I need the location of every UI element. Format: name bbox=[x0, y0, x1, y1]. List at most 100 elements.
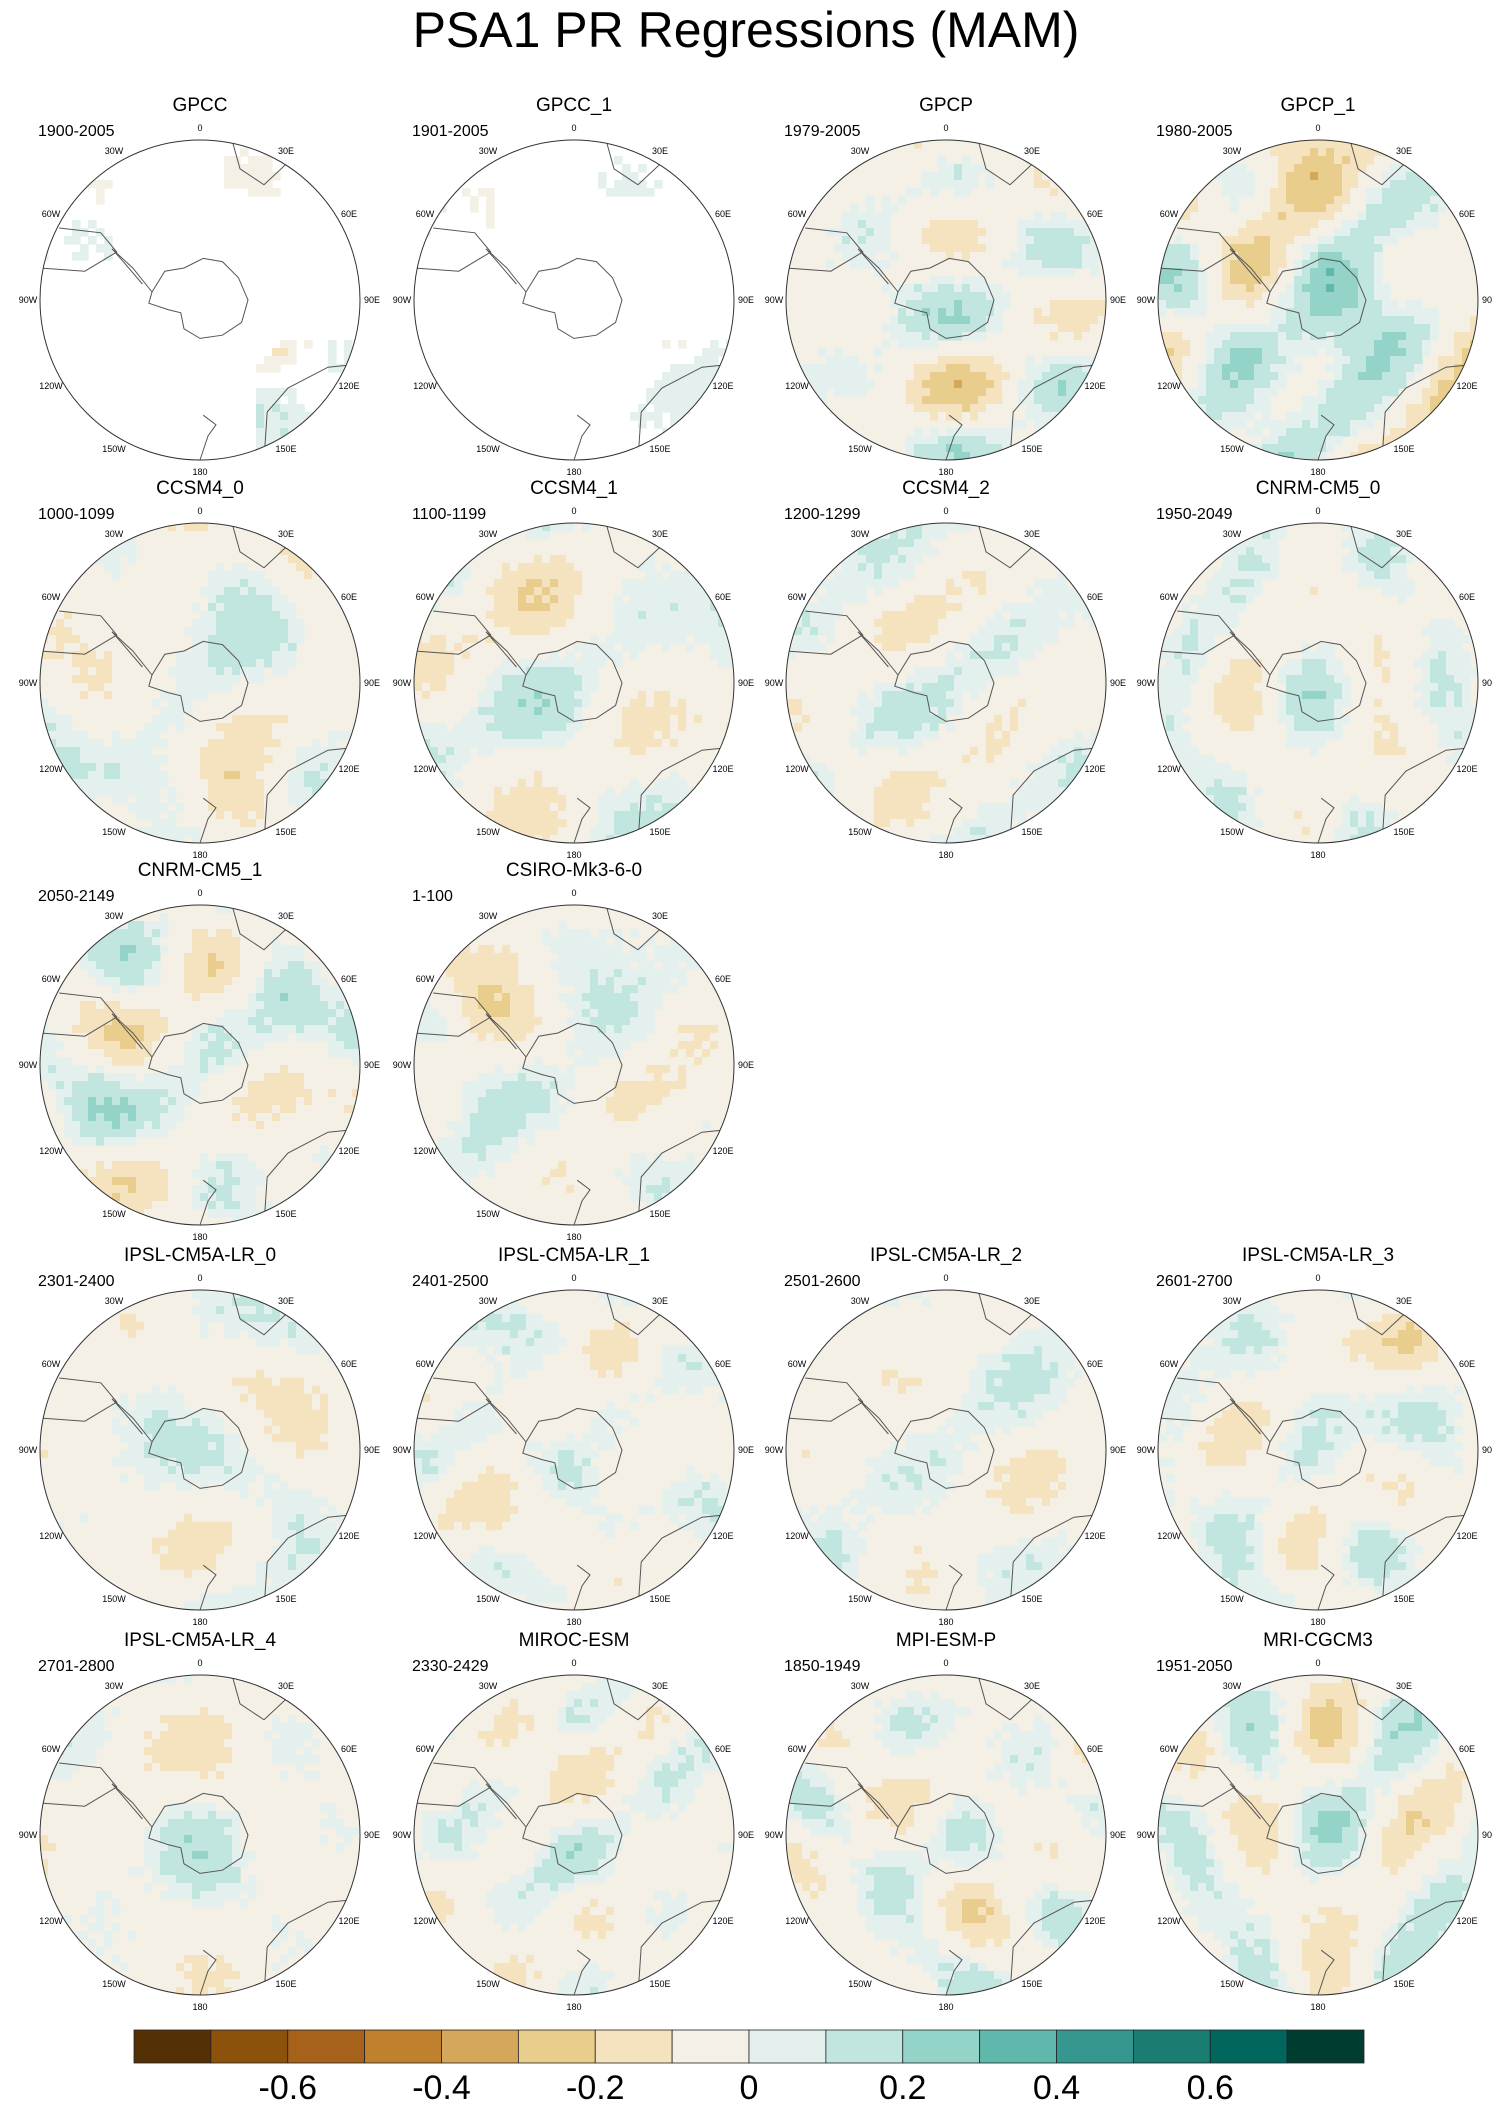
field-cell bbox=[970, 723, 979, 732]
field-cell bbox=[930, 795, 939, 804]
field-cell bbox=[518, 603, 527, 612]
field-cell bbox=[1206, 388, 1215, 397]
field-cell bbox=[914, 436, 923, 445]
longitude-label: 0 bbox=[197, 506, 202, 516]
field-cell bbox=[898, 284, 907, 293]
field-cell bbox=[248, 651, 257, 660]
field-cell bbox=[1318, 284, 1327, 293]
field-layer bbox=[1158, 140, 1478, 460]
field-cell bbox=[1018, 164, 1027, 173]
field-cell bbox=[1270, 324, 1279, 333]
field-cell bbox=[184, 547, 193, 556]
field-cell bbox=[898, 555, 907, 564]
field-cell bbox=[890, 428, 899, 437]
field-cell bbox=[112, 555, 121, 564]
field-cell bbox=[994, 380, 1003, 389]
longitude-label: 120W bbox=[785, 381, 809, 391]
field-cell bbox=[446, 651, 455, 660]
field-cell bbox=[336, 603, 345, 612]
field-cell bbox=[954, 300, 963, 309]
field-cell bbox=[40, 739, 49, 748]
field-cell bbox=[954, 172, 963, 181]
field-cell bbox=[1414, 244, 1423, 253]
field-cell bbox=[200, 763, 209, 772]
field-cell bbox=[48, 715, 57, 724]
field-cell bbox=[978, 212, 987, 221]
field-cell bbox=[874, 731, 883, 740]
field-cell bbox=[1350, 268, 1359, 277]
field-cell bbox=[662, 787, 671, 796]
field-cell bbox=[818, 723, 827, 732]
field-cell bbox=[718, 699, 727, 708]
field-cell bbox=[970, 180, 979, 189]
field-cell bbox=[534, 659, 543, 668]
field-cell bbox=[120, 675, 129, 684]
field-cell bbox=[264, 779, 273, 788]
field-cell bbox=[1462, 372, 1471, 381]
field-cell bbox=[1254, 380, 1263, 389]
field-cell bbox=[1342, 308, 1351, 317]
field-cell bbox=[1414, 268, 1423, 277]
field-cell bbox=[922, 452, 931, 460]
field-cell bbox=[970, 755, 979, 764]
field-cell bbox=[176, 539, 185, 548]
field-cell bbox=[280, 404, 289, 413]
field-cell bbox=[248, 827, 257, 836]
field-cell bbox=[1230, 172, 1239, 181]
field-cell bbox=[1246, 380, 1255, 389]
field-cell bbox=[272, 188, 281, 197]
field-cell bbox=[850, 803, 859, 812]
field-cell bbox=[1174, 308, 1183, 317]
field-cell bbox=[486, 635, 495, 644]
field-cell bbox=[1382, 380, 1391, 389]
field-cell bbox=[1310, 156, 1319, 165]
field-cell bbox=[574, 595, 583, 604]
field-cell bbox=[1254, 300, 1263, 309]
field-cell bbox=[462, 659, 471, 668]
field-cell bbox=[978, 731, 987, 740]
field-cell bbox=[558, 619, 567, 628]
field-cell bbox=[1066, 603, 1075, 612]
field-cell bbox=[72, 683, 81, 692]
field-cell bbox=[534, 803, 543, 812]
field-cell bbox=[922, 380, 931, 389]
field-cell bbox=[1262, 156, 1271, 165]
field-cell bbox=[1302, 324, 1311, 333]
field-cell bbox=[72, 236, 81, 245]
field-cell bbox=[1406, 220, 1415, 229]
field-cell bbox=[216, 571, 225, 580]
field-cell bbox=[1318, 268, 1327, 277]
field-cell bbox=[1002, 811, 1011, 820]
field-cell bbox=[1174, 324, 1183, 333]
field-cell bbox=[566, 787, 575, 796]
field-cell bbox=[1302, 140, 1311, 149]
field-cell bbox=[946, 180, 955, 189]
field-cell bbox=[422, 683, 431, 692]
field-cell bbox=[726, 731, 734, 740]
field-cell bbox=[470, 803, 479, 812]
field-cell bbox=[1010, 252, 1019, 261]
field-cell bbox=[794, 603, 803, 612]
field-cell bbox=[1222, 340, 1231, 349]
field-cell bbox=[978, 236, 987, 245]
field-cell bbox=[726, 707, 734, 716]
field-cell bbox=[1066, 763, 1075, 772]
field-cell bbox=[922, 523, 931, 532]
field-cell bbox=[574, 667, 583, 676]
field-cell bbox=[614, 619, 623, 628]
field-cell bbox=[502, 779, 511, 788]
field-cell bbox=[1026, 611, 1035, 620]
field-cell bbox=[192, 627, 201, 636]
field-cell bbox=[1310, 308, 1319, 317]
field-cell bbox=[502, 683, 511, 692]
field-cell bbox=[502, 611, 511, 620]
field-cell bbox=[1382, 428, 1391, 437]
field-cell bbox=[654, 180, 663, 189]
field-cell bbox=[1090, 244, 1099, 253]
field-cell bbox=[914, 228, 923, 237]
field-cell bbox=[144, 763, 153, 772]
field-cell bbox=[1214, 380, 1223, 389]
field-cell bbox=[192, 531, 201, 540]
field-cell bbox=[494, 635, 503, 644]
field-cell bbox=[638, 635, 647, 644]
